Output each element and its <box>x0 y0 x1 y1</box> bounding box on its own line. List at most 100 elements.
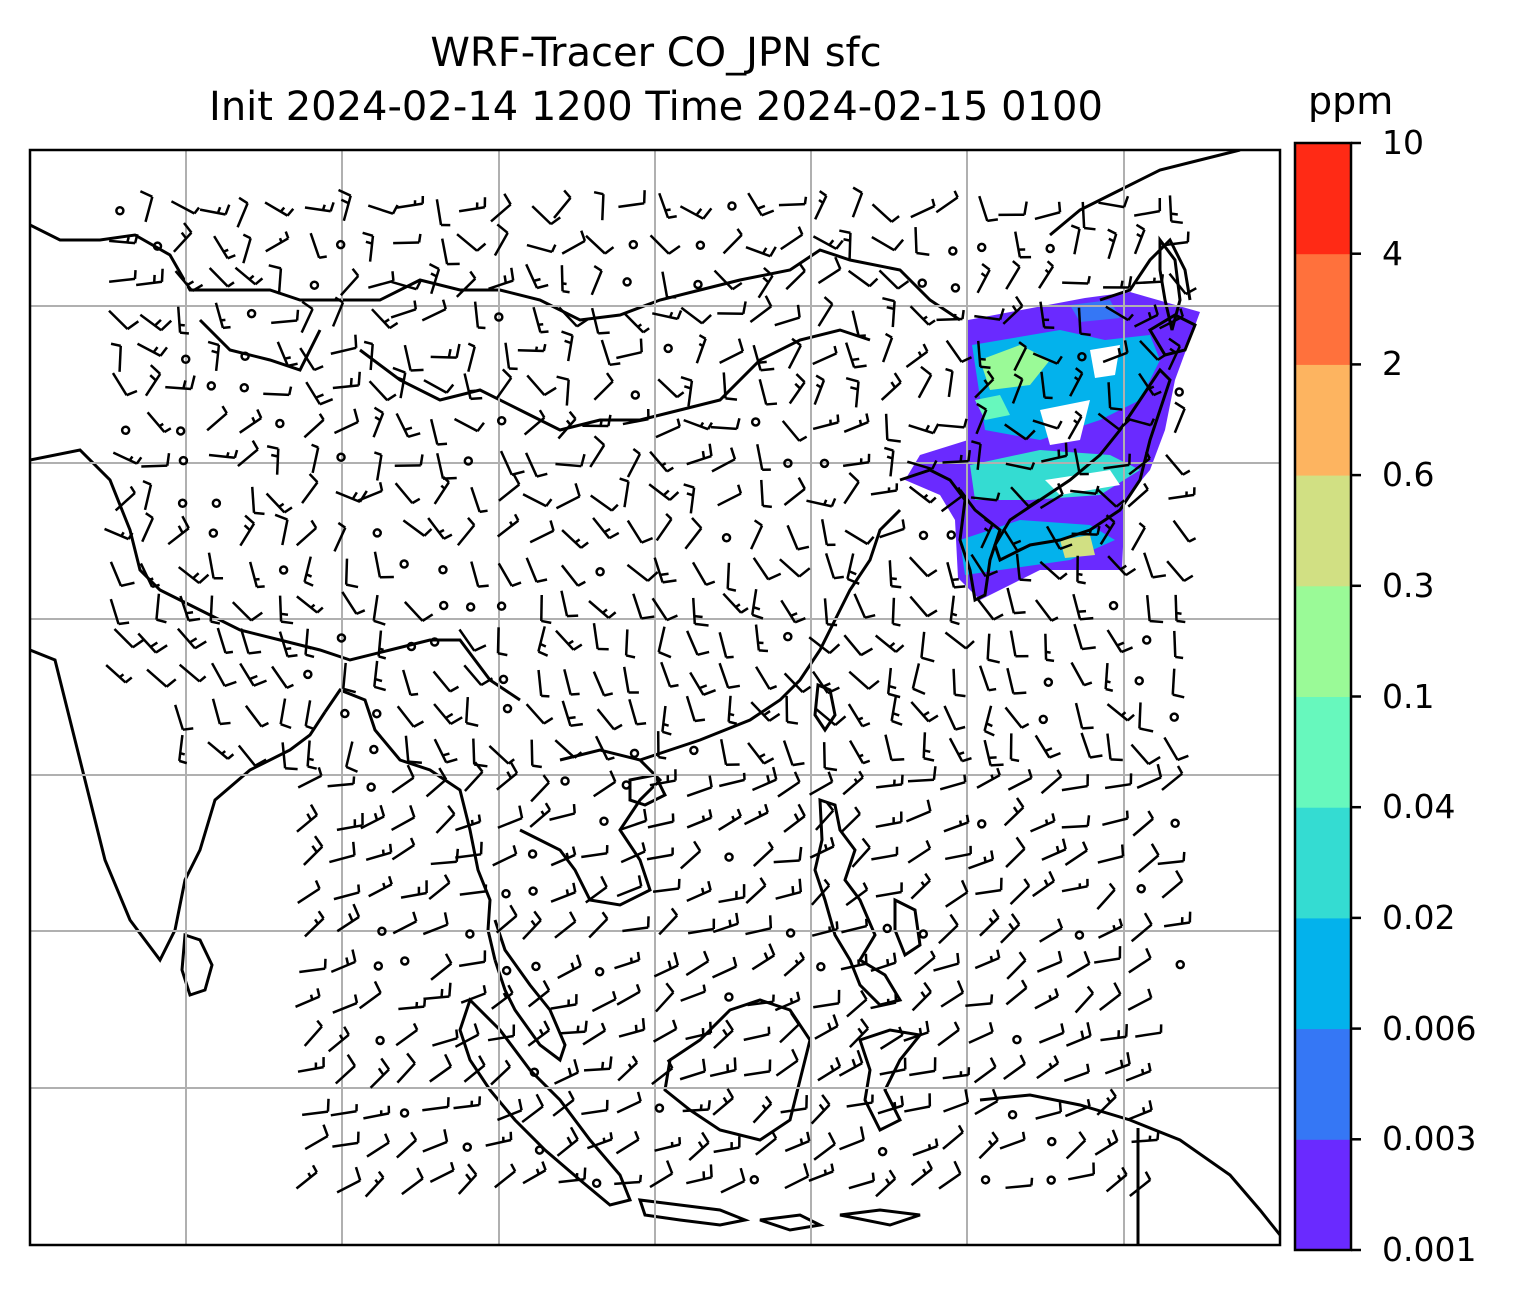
wind-barb <box>517 343 547 353</box>
wind-barb <box>1034 599 1059 622</box>
colorbar-segment <box>1295 585 1351 697</box>
wind-barb <box>521 1093 545 1124</box>
calm-wind-marker <box>502 703 513 714</box>
wind-barb <box>622 666 639 694</box>
calm-wind-marker <box>1046 1175 1056 1185</box>
wind-barb <box>214 302 231 330</box>
wind-barb <box>590 307 610 335</box>
wind-barb <box>618 190 646 209</box>
wind-barb <box>817 296 834 327</box>
wind-barb <box>976 262 991 294</box>
wind-barb <box>561 700 583 727</box>
wind-barb <box>743 803 769 826</box>
wind-barb <box>1161 765 1184 791</box>
wind-barb <box>1102 340 1129 364</box>
calm-wind-marker <box>1007 1109 1018 1120</box>
wind-barb <box>396 705 425 728</box>
wind-barb <box>976 598 1004 621</box>
wind-barb <box>295 519 318 547</box>
wind-barb <box>709 1057 737 1078</box>
wind-barb <box>1099 514 1116 545</box>
wind-barb <box>368 380 397 402</box>
wind-barb <box>333 408 360 435</box>
wind-barb <box>1039 301 1055 329</box>
wind-barb <box>1161 231 1190 247</box>
wind-barb <box>695 334 707 364</box>
wind-barb <box>554 911 577 939</box>
wind-barb <box>710 418 741 431</box>
wind-barb <box>653 557 677 584</box>
wind-barb <box>488 267 515 290</box>
calm-wind-marker <box>950 283 961 293</box>
wind-barb <box>874 634 905 653</box>
wind-barb <box>978 195 999 223</box>
calm-wind-marker <box>275 418 285 429</box>
wind-barb <box>1038 1023 1065 1044</box>
wind-barb <box>109 233 139 245</box>
wind-barb <box>649 769 677 787</box>
wind-barb <box>304 700 315 731</box>
wind-barb <box>755 1131 778 1156</box>
wind-barb <box>404 735 422 764</box>
wind-barb <box>774 304 801 327</box>
wind-barb <box>465 696 479 727</box>
wind-barb <box>358 980 382 1010</box>
wind-barb <box>1135 1024 1163 1038</box>
wind-barb <box>1132 810 1155 837</box>
wind-barb <box>556 1126 579 1157</box>
wind-barb <box>970 553 999 578</box>
calm-wind-marker <box>695 240 706 251</box>
wind-barb <box>937 1021 961 1047</box>
wind-barb <box>231 601 263 622</box>
coastline-segment <box>893 897 922 958</box>
calm-wind-marker <box>1043 677 1054 687</box>
wind-barb <box>590 265 603 296</box>
wind-barb <box>110 342 122 372</box>
coastline-segment <box>180 932 214 997</box>
wind-barb <box>685 1021 713 1041</box>
wind-barb <box>1104 1052 1131 1075</box>
wind-barb <box>846 553 860 585</box>
wind-barb <box>297 766 323 789</box>
colorbar-segment <box>1295 143 1351 255</box>
wind-barb <box>311 443 320 474</box>
wind-barb <box>841 918 868 934</box>
wind-barb <box>760 479 772 509</box>
wind-barb <box>871 846 899 861</box>
plume-gap <box>1045 470 1120 495</box>
wind-barb <box>943 1089 970 1113</box>
wind-barb <box>903 1020 930 1042</box>
wind-barb <box>555 629 583 651</box>
wind-barb <box>1133 304 1159 328</box>
wind-barb <box>1097 412 1131 431</box>
wind-barb <box>1143 552 1167 579</box>
wind-barb <box>1145 595 1164 624</box>
wind-barb <box>848 670 880 690</box>
wind-barb <box>943 814 970 833</box>
wind-barb <box>946 561 966 589</box>
wind-barb <box>1041 442 1068 463</box>
calm-wind-marker <box>1174 387 1184 397</box>
wind-barb <box>113 628 144 649</box>
wind-barb <box>493 223 509 257</box>
colorbar-segment <box>1295 696 1351 808</box>
wind-barb <box>781 420 808 442</box>
wind-barb <box>496 761 519 791</box>
wind-barb <box>812 414 840 431</box>
wind-barb <box>492 845 518 867</box>
coastline-segment <box>1147 313 1197 357</box>
wind-barb <box>553 189 572 219</box>
wind-barb <box>496 513 520 538</box>
calm-wind-marker <box>917 278 927 288</box>
wind-barb <box>236 196 249 228</box>
wind-barb <box>1032 352 1063 365</box>
calm-wind-marker <box>594 967 605 977</box>
coastline-segment <box>858 1028 923 1133</box>
wind-barb <box>615 1130 640 1155</box>
calm-wind-marker <box>1047 1136 1057 1147</box>
calm-wind-marker <box>1108 600 1119 611</box>
wind-barb <box>395 1022 419 1047</box>
wind-barb <box>525 703 554 725</box>
wind-barb <box>756 443 771 472</box>
wind-barb <box>537 669 550 698</box>
